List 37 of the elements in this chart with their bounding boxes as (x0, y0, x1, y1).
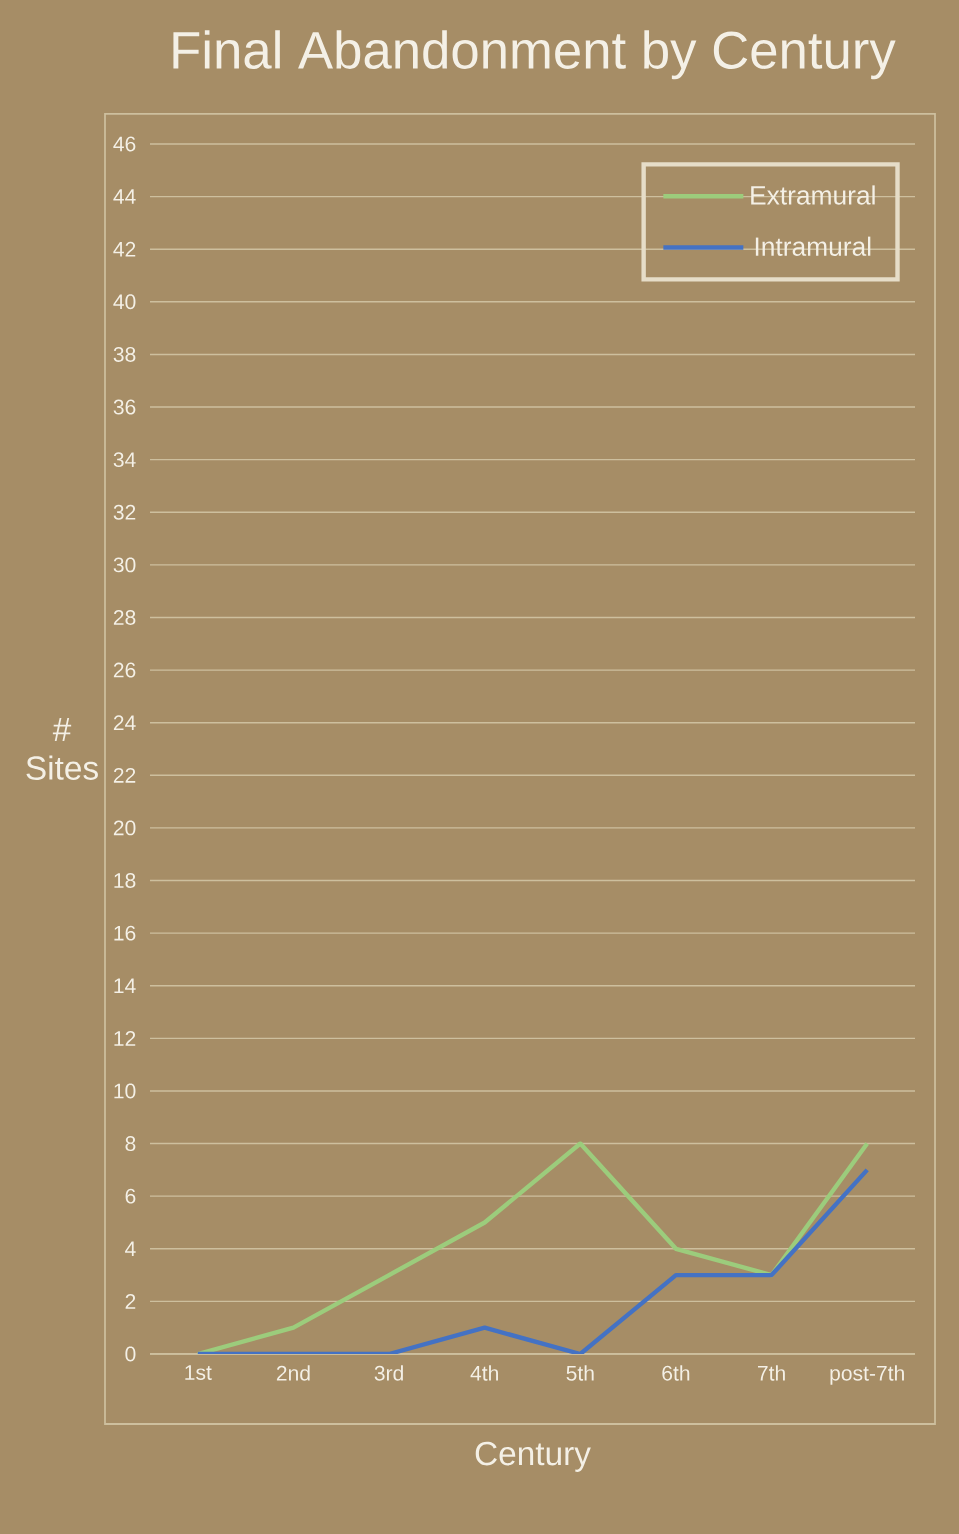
x-tick-label: 7th (757, 1365, 785, 1381)
y-tick-label: 10 (114, 1083, 136, 1099)
x-tick-label: 3rd (374, 1365, 403, 1381)
x-tick-label: 1st (185, 1365, 212, 1380)
y-tick-label: 44 (113, 189, 136, 204)
y-tick-label: 14 (114, 978, 136, 993)
x-tick-label: 2nd (276, 1365, 310, 1381)
x-tick-label: 6th (662, 1365, 690, 1381)
y-tick-label: 26 (113, 662, 136, 678)
y-tick-label: 38 (113, 346, 136, 362)
y-tick-label: 34 (113, 452, 136, 468)
y-tick-label: 30 (113, 557, 136, 573)
x-tick-label: 4th (470, 1365, 498, 1381)
y-tick-label: 20 (113, 820, 136, 836)
y-tick-label: 40 (113, 294, 136, 310)
y-tick-label: 2 (125, 1294, 136, 1309)
x-tick-label: post-7th (830, 1365, 904, 1385)
y-tick-label: 28 (113, 610, 136, 625)
legend-label: Extramural (751, 185, 875, 205)
y-tick-label: 46 (113, 136, 136, 152)
y-tick-label: 42 (113, 241, 136, 257)
y-tick-label: 22 (113, 767, 136, 783)
y-axis-title: # Sites (26, 718, 98, 780)
y-tick-label: 32 (113, 504, 136, 520)
x-tick-label: 5th (566, 1365, 594, 1381)
y-tick-label: 6 (125, 1188, 136, 1204)
legend-label: Intramural (755, 236, 871, 256)
y-tick-label: 8 (125, 1136, 136, 1152)
y-tick-label: 24 (113, 715, 136, 731)
chart-title: Final Abandonment by Century (173, 30, 896, 80)
y-tick-label: 16 (114, 925, 136, 941)
x-axis-title: Century (475, 1441, 591, 1472)
y-tick-label: 0 (125, 1346, 136, 1362)
y-tick-label: 4 (125, 1241, 136, 1257)
y-tick-label: 18 (114, 873, 136, 888)
y-tick-label: 36 (113, 399, 136, 415)
y-tick-label: 12 (114, 1030, 136, 1046)
